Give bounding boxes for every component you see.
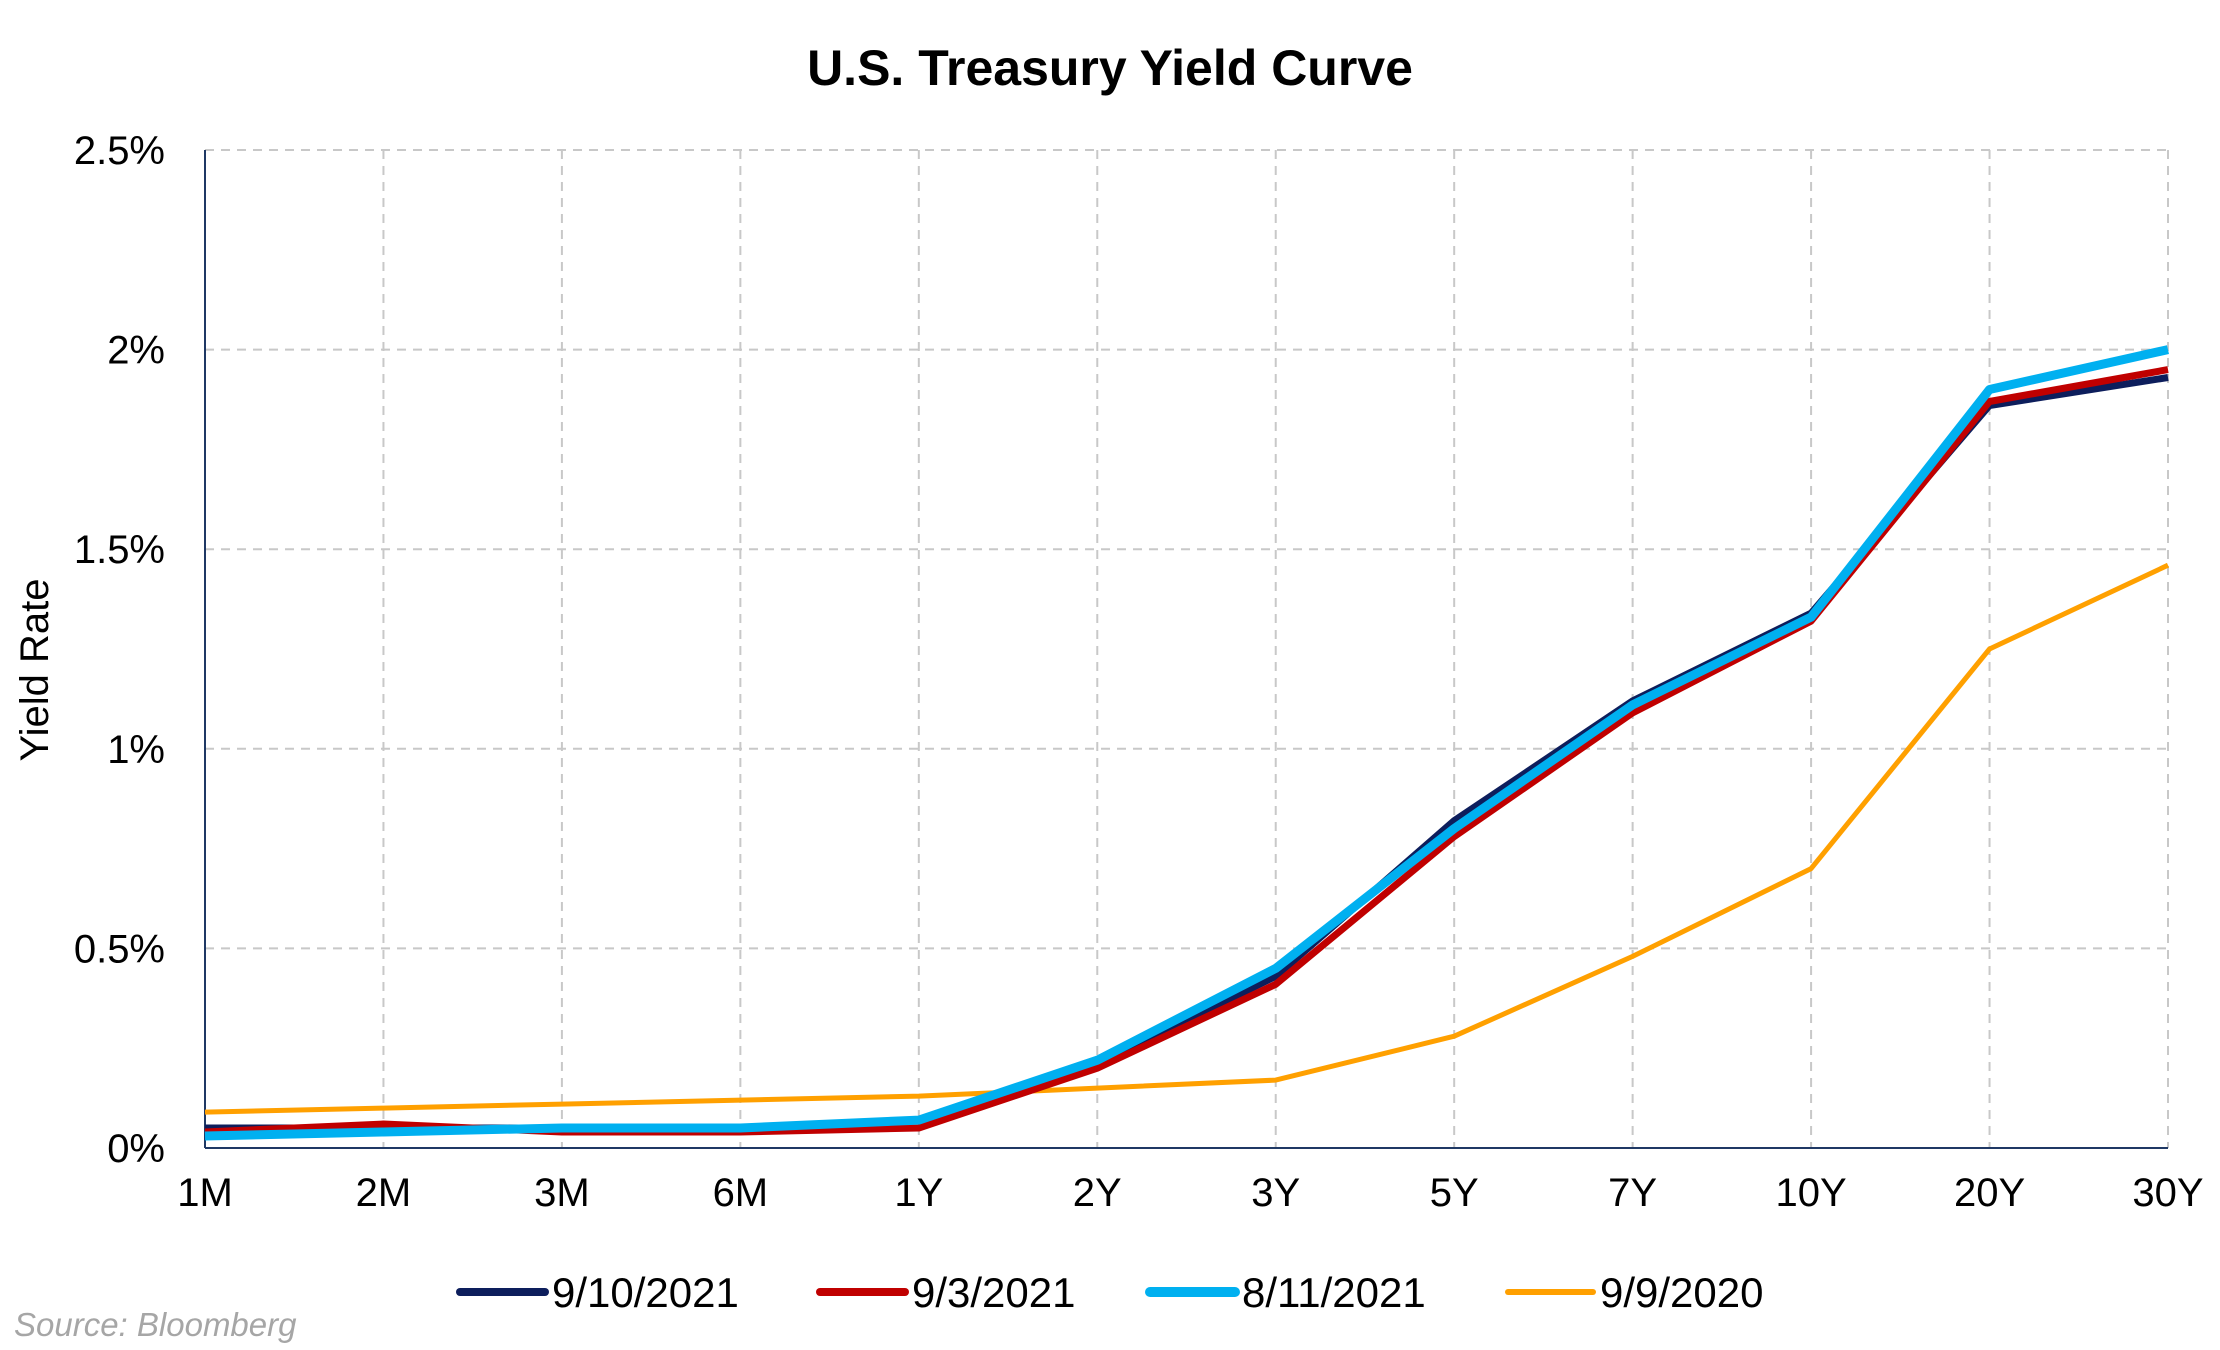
x-tick-label: 1Y [894,1171,943,1215]
x-tick-label: 6M [713,1171,769,1215]
x-tick-label: 2Y [1073,1171,1122,1215]
y-tick-label: 1% [107,728,165,772]
y-tick-label: 0% [107,1127,165,1171]
x-tick-label: 20Y [1954,1171,2025,1215]
x-tick-label: 3M [534,1171,590,1215]
legend-label: 9/10/2021 [552,1269,739,1316]
legend: 9/10/2021 9/3/2021 8/11/2021 9/9/2020 [456,1269,1764,1316]
x-tick-label: 2M [356,1171,412,1215]
y-axis-label: Yield Rate [13,578,57,761]
y-tick-label: 2% [107,329,165,373]
series-lines [204,345,2170,1141]
source-note: Source: Bloomberg [14,1306,297,1343]
x-tick-label: 30Y [2132,1171,2203,1215]
x-tick-label: 7Y [1608,1171,1657,1215]
series-line-8-11-2021 [204,345,2169,1141]
axes [204,150,2168,1149]
y-tick-label: 1.5% [74,528,165,572]
legend-label: 8/11/2021 [1242,1269,1426,1316]
x-tick-labels: 1M 2M 3M 6M 1Y 2Y 3Y 5Y 7Y 10Y 20Y 30Y [177,1171,2203,1215]
grid-lines [205,149,2169,1148]
legend-label: 9/9/2020 [1600,1269,1764,1316]
y-tick-label: 0.5% [74,927,165,971]
y-tick-labels: 0% 0.5% 1% 1.5% 2% 2.5% [74,129,165,1171]
x-tick-label: 3Y [1251,1171,1300,1215]
chart-title: U.S. Treasury Yield Curve [807,40,1413,96]
x-tick-label: 10Y [1776,1171,1847,1215]
y-tick-label: 2.5% [74,129,165,173]
legend-label: 9/3/2021 [912,1269,1076,1316]
series-line-9-9-2020 [204,562,2170,1115]
x-tick-label: 1M [177,1171,233,1215]
x-tick-label: 5Y [1430,1171,1479,1215]
